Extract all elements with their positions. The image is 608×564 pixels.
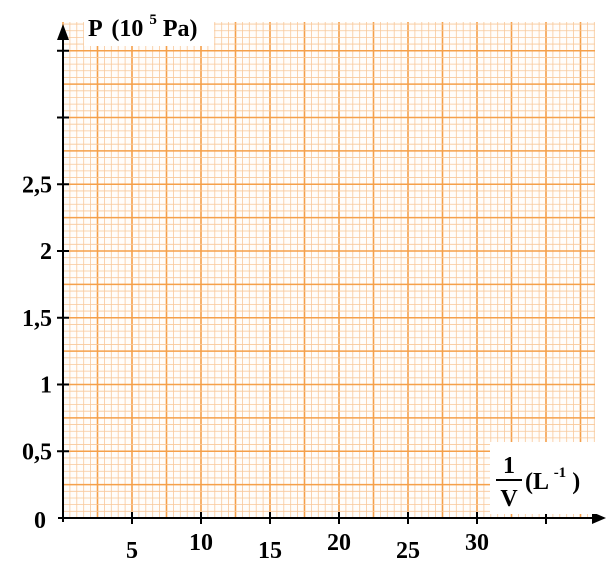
x-axis-label: 1 V (L -1 ) — [490, 442, 600, 514]
x-axis-label-exponent: -1 — [554, 465, 567, 481]
x-tick-label: 20 — [327, 530, 351, 556]
y-axis-label-prefix: P — [88, 16, 102, 42]
x-axis-label-numerator: 1 — [503, 453, 515, 479]
x-axis-arrow-icon — [592, 512, 606, 524]
x-tick-label: 30 — [465, 530, 489, 556]
x-tick-label: 10 — [189, 530, 213, 556]
grid — [62, 22, 595, 519]
y-tick-label: 2 — [40, 239, 52, 265]
x-axis-label-denominator: V — [500, 486, 518, 512]
x-tick-label: 25 — [396, 538, 420, 564]
y-axis-label: P (10 5 Pa) — [84, 0, 214, 46]
y-axis-label-exponent: 5 — [149, 12, 157, 28]
ticks: 5 10 15 20 25 300,511,522,5 — [22, 49, 547, 564]
y-tick-label: 0,5 — [22, 439, 52, 465]
y-axis-label-unit: Pa) — [163, 16, 198, 42]
y-axis-label-background — [84, 0, 214, 46]
y-axis-label-open: (10 — [111, 16, 143, 42]
x-tick-label: 5 — [126, 538, 138, 564]
y-tick-label: 2,5 — [22, 172, 52, 198]
x-axis-label-open: (L — [525, 469, 548, 495]
x-axis-label-background — [490, 442, 600, 514]
svg-text:P (10 5 Pa): P (10 5 Pa) — [88, 4, 198, 42]
origin-label: 0 — [34, 508, 46, 534]
grid-background — [63, 22, 595, 518]
x-tick-label: 15 — [258, 538, 282, 564]
y-axis-arrow-icon — [57, 24, 69, 40]
y-tick-label: 1 — [40, 373, 52, 399]
x-axis-label-close: ) — [572, 469, 580, 495]
y-tick-label: 1,5 — [22, 306, 52, 332]
svg-text:(L -1 ): (L -1 ) — [525, 457, 580, 495]
